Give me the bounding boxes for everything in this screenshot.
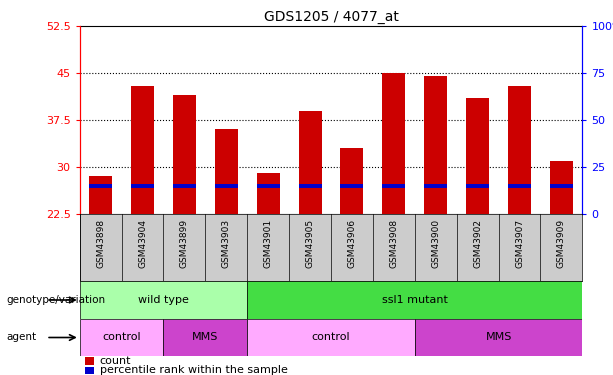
Bar [550, 160, 573, 214]
Bar [415, 319, 582, 356]
Text: GSM43904: GSM43904 [138, 219, 147, 268]
Text: percentile rank within the sample: percentile rank within the sample [100, 365, 287, 375]
Bar [173, 95, 196, 214]
Text: control: control [102, 333, 141, 342]
Bar [131, 86, 154, 214]
Text: GSM43901: GSM43901 [264, 219, 273, 268]
Bar [550, 184, 573, 188]
Bar [508, 184, 531, 188]
Bar [466, 98, 489, 214]
Text: GSM43902: GSM43902 [473, 219, 482, 268]
Bar [340, 148, 364, 214]
Text: MMS: MMS [192, 333, 219, 342]
Bar [340, 184, 364, 188]
Bar [383, 184, 405, 188]
Text: GSM43903: GSM43903 [222, 219, 231, 268]
Text: count: count [100, 356, 131, 366]
Bar [247, 319, 415, 356]
Text: agent: agent [6, 333, 36, 342]
Text: GSM43908: GSM43908 [389, 219, 398, 268]
Bar [257, 184, 280, 188]
Text: genotype/variation: genotype/variation [6, 295, 105, 305]
Bar [424, 184, 447, 188]
Bar [89, 176, 112, 214]
Text: GSM43899: GSM43899 [180, 219, 189, 268]
Text: GSM43900: GSM43900 [431, 219, 440, 268]
Bar [257, 173, 280, 214]
Bar [466, 184, 489, 188]
Text: control: control [311, 333, 351, 342]
Text: GSM43907: GSM43907 [515, 219, 524, 268]
Text: wild type: wild type [138, 295, 189, 305]
Bar [508, 86, 531, 214]
Text: ssl1 mutant: ssl1 mutant [382, 295, 447, 305]
Bar [215, 184, 238, 188]
Bar [424, 76, 447, 214]
Bar [383, 73, 405, 214]
Text: GSM43905: GSM43905 [305, 219, 314, 268]
Title: GDS1205 / 4077_at: GDS1205 / 4077_at [264, 10, 398, 24]
Bar [299, 111, 322, 214]
Bar [215, 129, 238, 214]
Bar [173, 184, 196, 188]
Text: GSM43898: GSM43898 [96, 219, 105, 268]
Text: GSM43906: GSM43906 [348, 219, 357, 268]
Text: GSM43909: GSM43909 [557, 219, 566, 268]
Bar [80, 281, 247, 319]
Bar [85, 357, 94, 364]
Text: MMS: MMS [485, 333, 512, 342]
Bar [85, 367, 94, 374]
Bar [131, 184, 154, 188]
Bar [299, 184, 322, 188]
Bar [164, 319, 247, 356]
Bar [89, 184, 112, 188]
Bar [80, 319, 164, 356]
Bar [247, 281, 582, 319]
